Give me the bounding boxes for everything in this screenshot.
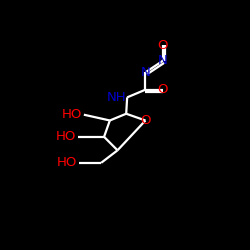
Text: NH: NH	[106, 91, 126, 104]
Text: N: N	[158, 54, 168, 67]
Text: O: O	[158, 83, 168, 96]
Text: N: N	[140, 66, 150, 79]
Text: O: O	[140, 114, 151, 127]
Text: HO: HO	[56, 130, 76, 143]
Text: HO: HO	[57, 156, 77, 169]
Text: HO: HO	[62, 108, 82, 121]
Text: O: O	[158, 39, 168, 52]
